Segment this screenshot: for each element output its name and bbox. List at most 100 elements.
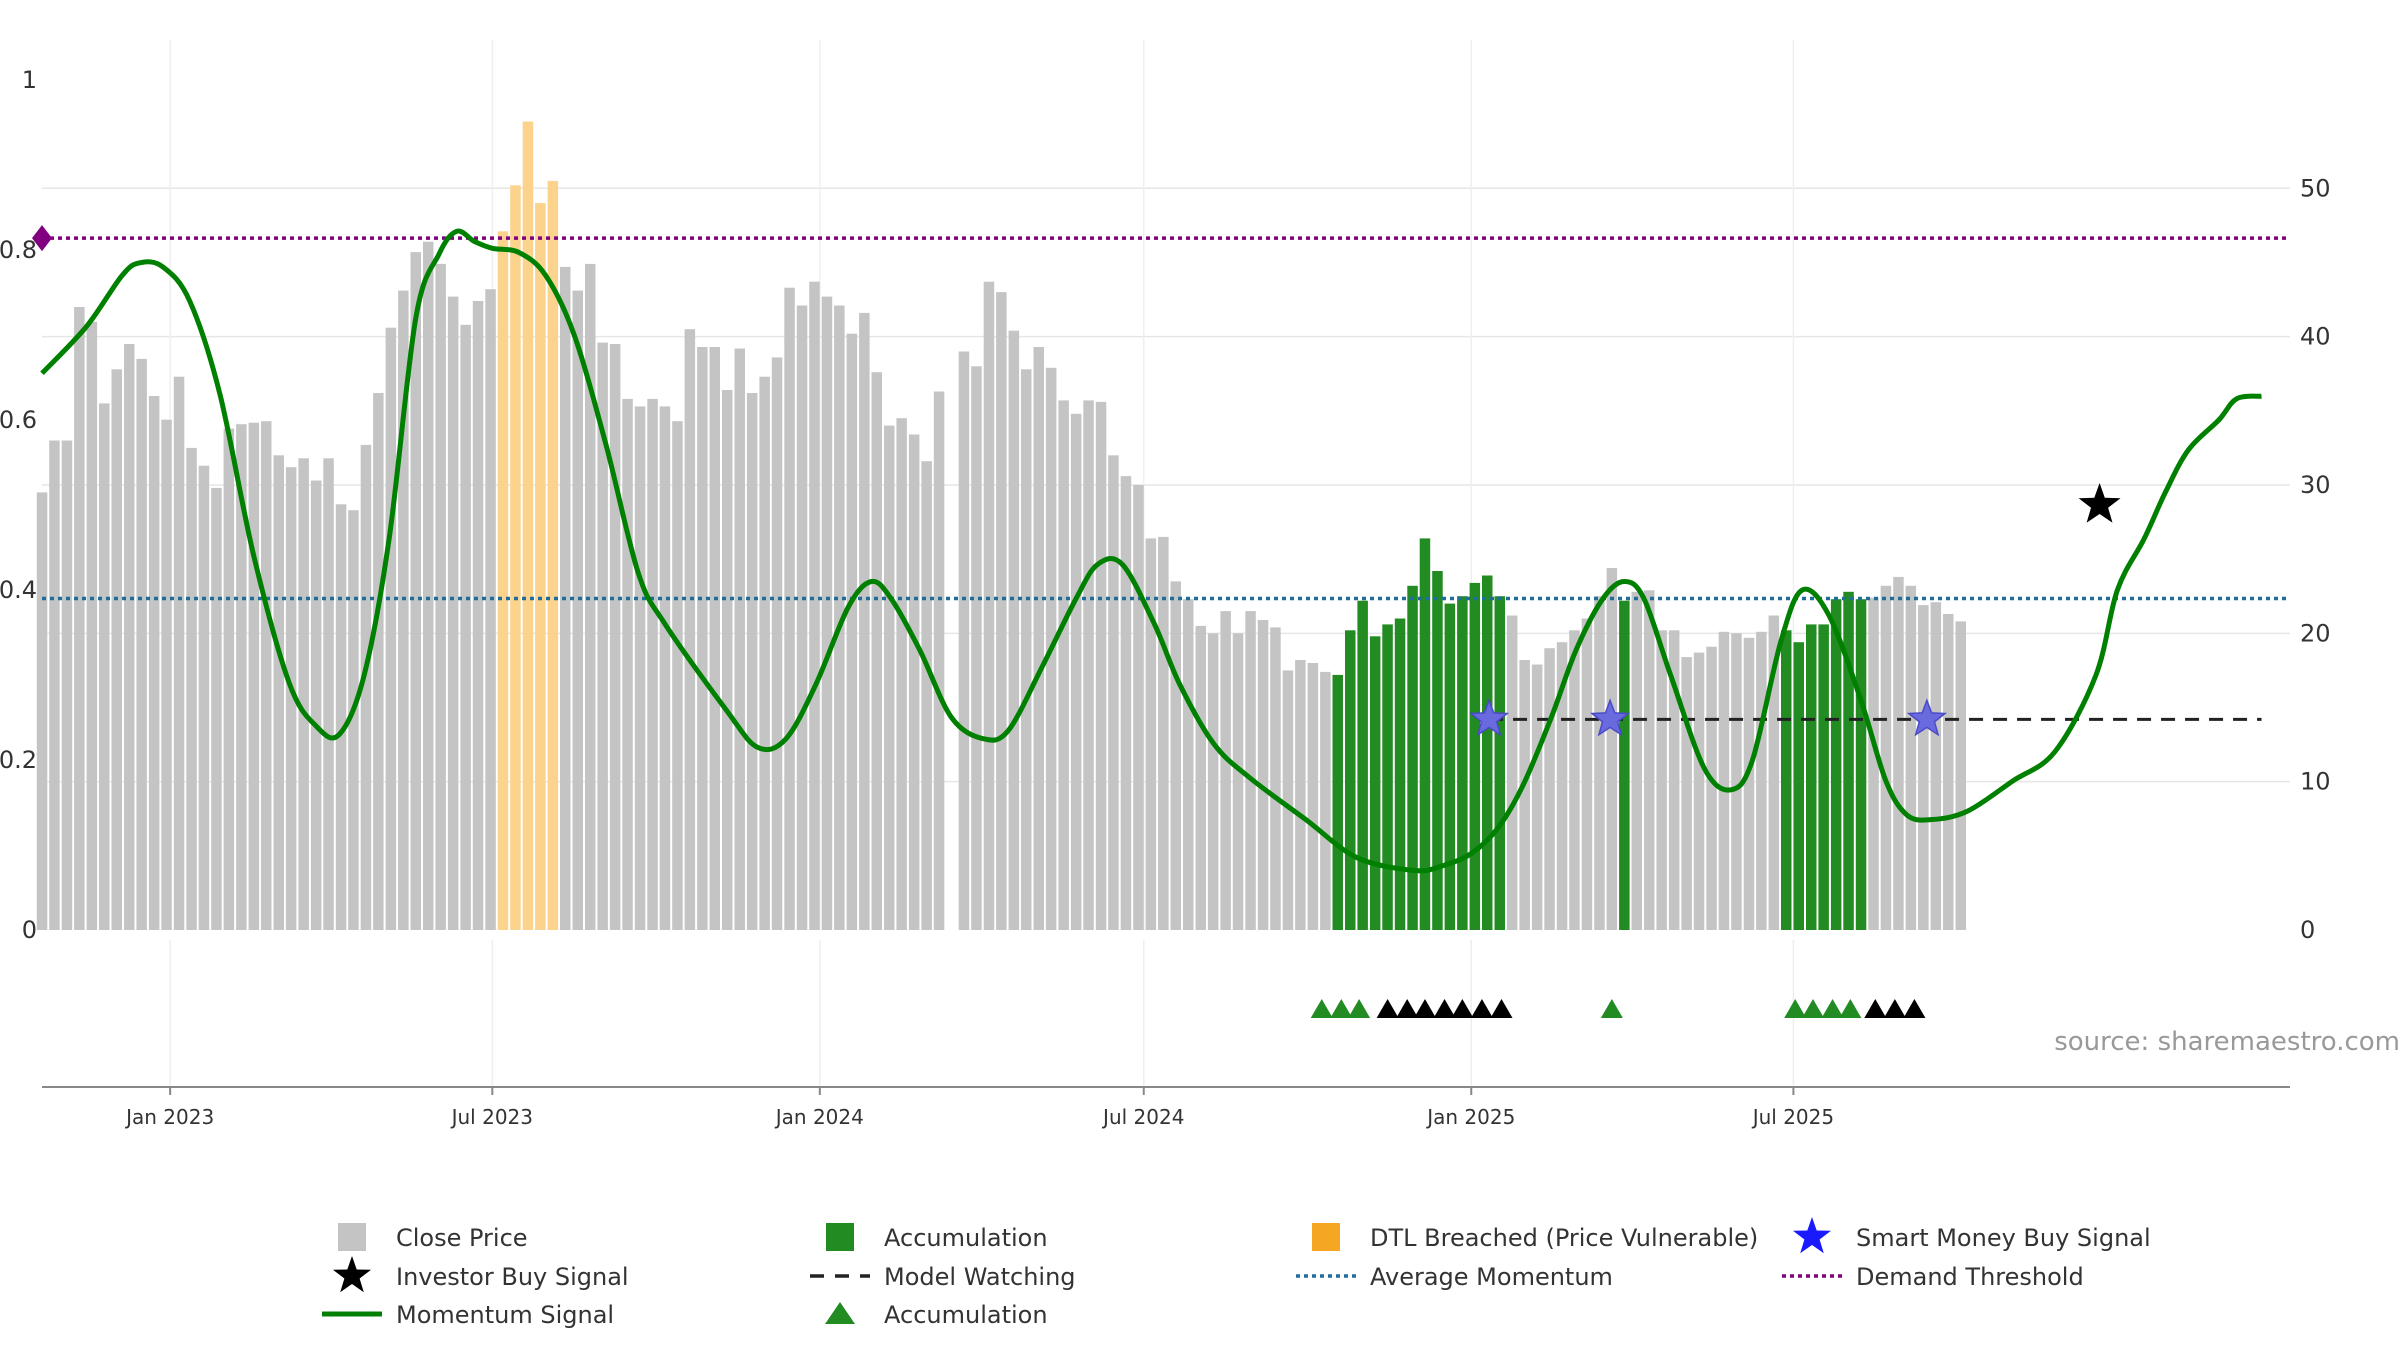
price-bar [1693, 652, 1705, 930]
legend-label: Accumulation [884, 1301, 1048, 1329]
accumulation-bar [1432, 571, 1443, 930]
accumulation-marker-black [1376, 999, 1399, 1018]
price-bar [86, 321, 98, 930]
price-bar [161, 419, 172, 930]
price-bar [572, 290, 583, 931]
price-bar [1245, 611, 1256, 930]
x-tick-label: Jul 2025 [1751, 1105, 1834, 1129]
price-bar [1506, 615, 1518, 930]
price-bar [1158, 536, 1169, 930]
price-bar [273, 455, 284, 930]
price-bar [348, 510, 359, 930]
price-bar [423, 241, 434, 930]
price-bar [1743, 637, 1755, 930]
price-bar [971, 366, 982, 930]
price-bar [447, 296, 459, 931]
price-bar [1021, 369, 1032, 930]
right-tick-label: 40 [2300, 323, 2331, 351]
price-bar [261, 421, 272, 930]
price-bar [1644, 590, 1655, 930]
price-bar [1058, 400, 1069, 930]
legend-investor-star [333, 1256, 371, 1293]
price-bar [335, 504, 347, 930]
price-bar [148, 396, 160, 930]
legend-label: Accumulation [884, 1224, 1048, 1252]
price-bar [124, 344, 135, 930]
price-bar [1133, 485, 1144, 930]
accumulation-marker-black [1433, 999, 1456, 1018]
price-bar [1070, 413, 1082, 930]
price-bar [1930, 602, 1942, 930]
dtl-breached-bar [547, 180, 559, 930]
accumulation-bar [1419, 538, 1431, 930]
price-bar [722, 390, 733, 930]
price-bar [1008, 330, 1020, 930]
price-bar [435, 263, 446, 930]
price-bar [1257, 620, 1269, 930]
price-bar [1120, 476, 1132, 930]
legend-accumulation-swatch [826, 1223, 854, 1251]
price-bar [1656, 630, 1667, 930]
accumulation-bar [1781, 630, 1792, 930]
accumulation-marker [1348, 999, 1371, 1018]
price-bar [1731, 633, 1742, 930]
price-bar [884, 425, 895, 930]
price-bar [223, 428, 235, 930]
accumulation-bar [1382, 624, 1393, 930]
price-bar [871, 372, 882, 930]
price-bar [1893, 576, 1904, 930]
price-bar [1108, 455, 1119, 930]
legend-label: Investor Buy Signal [396, 1263, 629, 1291]
accumulation-marker-black [1490, 999, 1513, 1018]
price-bar [1569, 630, 1580, 930]
price-bar [1307, 663, 1319, 930]
price-bar [1183, 599, 1194, 930]
price-bar [49, 440, 60, 930]
price-bar [796, 305, 808, 930]
legend-label: Close Price [396, 1224, 528, 1252]
price-bar [1718, 631, 1730, 930]
price-bar [36, 492, 48, 930]
accumulation-bar [1806, 624, 1817, 930]
accumulation-bar [1843, 591, 1854, 930]
accumulation-bar [1407, 585, 1418, 930]
price-bar [784, 287, 795, 930]
accumulation-marker [1784, 999, 1807, 1018]
demand-threshold-marker [32, 225, 52, 252]
price-bar [1033, 347, 1044, 930]
price-bar [709, 347, 720, 930]
x-tick-label: Jul 2024 [1101, 1105, 1184, 1129]
price-bar [1918, 605, 1929, 930]
smart-money-buy-star [1468, 698, 1510, 737]
price-bar [310, 480, 322, 930]
price-bar [1955, 621, 1966, 930]
legend: Close Price Accumulation DTL Breached (Pri… [322, 1217, 2151, 1329]
left-tick-label: 0.6 [0, 406, 37, 434]
smart-money-buy-star [1589, 698, 1631, 737]
axes: Jan 2023 Jul 2023 Jan 2024 Jul 2024 Jan 2025… [0, 66, 2331, 1129]
accumulation-marker-black [1903, 999, 1926, 1018]
price-bar [248, 422, 260, 930]
legend-accumulation-triangle [825, 1302, 855, 1324]
price-bar [1170, 581, 1181, 930]
left-tick-label: 0.4 [0, 576, 37, 604]
momentum-line-group [40, 228, 2262, 874]
left-tick-label: 0 [22, 916, 37, 944]
price-bar [958, 351, 970, 930]
price-bar [1544, 648, 1555, 930]
price-bar [1270, 627, 1281, 930]
accumulation-bar [1369, 636, 1381, 930]
dtl-breached-bar [535, 203, 546, 931]
price-bar [1905, 585, 1917, 930]
accumulation-marker-black [1396, 999, 1419, 1018]
accumulation-bar [1444, 603, 1456, 930]
accumulation-marker-black [1470, 999, 1493, 1018]
price-bar [1295, 660, 1306, 930]
price-bar [809, 281, 820, 930]
price-bar [921, 461, 932, 930]
price-bar [1083, 400, 1094, 930]
price-bar [585, 263, 596, 930]
price-bar [659, 406, 671, 930]
price-bar [323, 458, 334, 930]
